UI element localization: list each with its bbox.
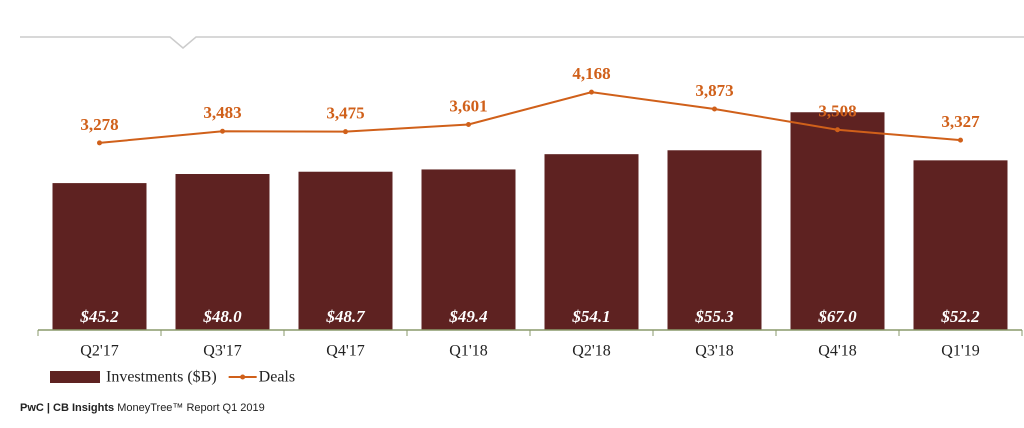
x-tick-label: Q2'18 <box>572 343 610 360</box>
x-tick-label: Q3'17 <box>203 343 241 360</box>
bar <box>298 171 393 330</box>
line-label: 3,601 <box>449 96 487 115</box>
line-point <box>466 121 471 127</box>
line-point <box>343 129 348 135</box>
bar <box>913 160 1008 330</box>
line-point <box>712 106 717 112</box>
line-point <box>97 140 102 146</box>
line-label: 3,483 <box>203 103 241 122</box>
footer-brand: PwC | CB Insights <box>20 402 114 414</box>
line-label: 3,475 <box>326 104 364 123</box>
legend-label: Investments ($B) <box>106 369 217 386</box>
bar-label: $52.2 <box>940 307 980 326</box>
legend-dot <box>240 374 246 380</box>
x-tick-label: Q2'17 <box>80 343 118 360</box>
header-rule <box>20 36 1024 49</box>
bar <box>544 154 639 330</box>
x-tick-label: Q3'18 <box>695 343 733 360</box>
x-tick-label: Q1'18 <box>449 343 487 360</box>
x-tick-label: Q1'19 <box>941 343 979 360</box>
footer: PwC | CB Insights MoneyTree™ Report Q1 2… <box>20 402 265 414</box>
bar-label: $54.1 <box>571 307 610 326</box>
line <box>99 91 961 144</box>
line-label: 3,873 <box>695 81 733 100</box>
line-label: 4,168 <box>572 64 610 83</box>
bar <box>52 183 147 330</box>
line-label: 3,278 <box>80 115 118 134</box>
bar-label: $48.0 <box>202 307 242 326</box>
bar <box>421 169 516 330</box>
x-tick-label: Q4'18 <box>818 343 856 360</box>
line-point <box>589 89 594 95</box>
bar <box>667 150 762 330</box>
bar <box>175 174 270 330</box>
bar-label: $48.7 <box>325 307 366 326</box>
line-label: 3,327 <box>941 112 980 131</box>
line-label: 3,508 <box>818 102 856 121</box>
x-tick-label: Q4'17 <box>326 343 364 360</box>
bar-label: $55.3 <box>694 307 734 326</box>
bar-label: $67.0 <box>817 307 857 326</box>
line-point <box>958 137 963 143</box>
footer-text: MoneyTree™ Report Q1 2019 <box>117 402 265 414</box>
bar-label: $45.2 <box>79 307 119 326</box>
line-point <box>220 128 225 134</box>
bar <box>790 112 885 330</box>
legend-swatch <box>50 371 100 383</box>
line-point <box>835 127 840 133</box>
bar-label: $49.4 <box>448 307 487 326</box>
legend-label: Deals <box>259 369 295 386</box>
